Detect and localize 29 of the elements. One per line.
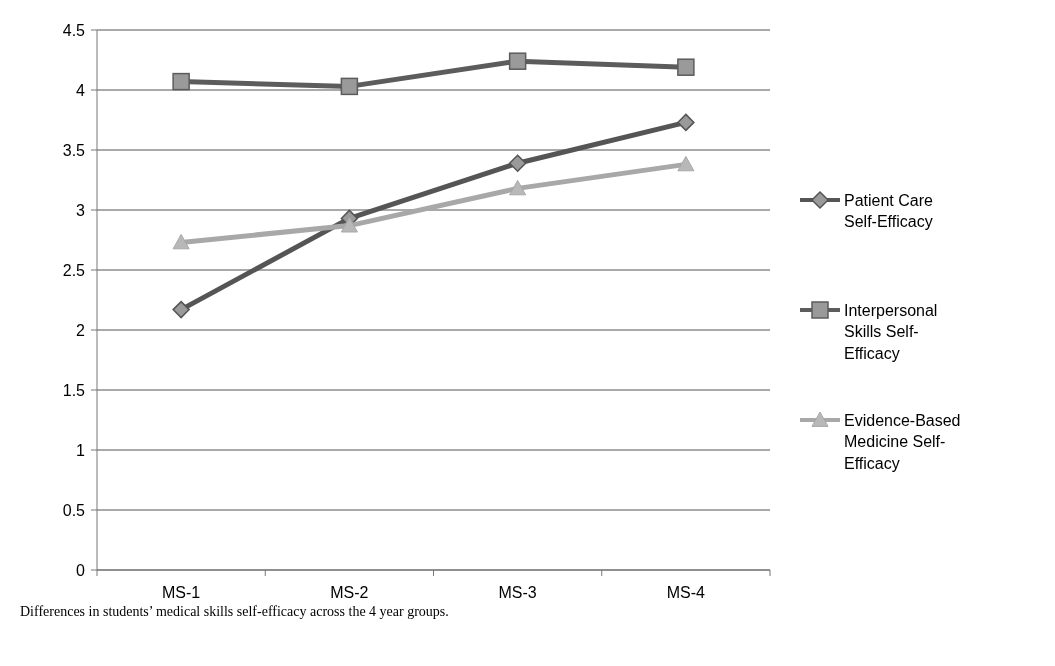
y-tick-label: 0 <box>76 561 86 579</box>
y-tick-label: 1 <box>76 441 86 459</box>
x-tick-label: MS-2 <box>330 584 369 601</box>
y-tick-label: 1.5 <box>62 381 86 399</box>
x-tick-label: MS-1 <box>162 584 201 601</box>
y-tick-label: 4.5 <box>62 21 86 39</box>
point <box>677 113 695 132</box>
legend-label: Interpersonal Skills Self-Efficacy <box>844 301 938 362</box>
x-tick-label: MS-4 <box>666 584 706 601</box>
y-tick-label: 2 <box>76 321 86 339</box>
y-tick-label: 3.5 <box>62 141 86 159</box>
point <box>508 154 527 172</box>
point <box>172 300 190 319</box>
y-tick-label: 2.5 <box>62 261 86 279</box>
point <box>509 179 527 196</box>
point <box>508 52 527 70</box>
point <box>172 233 190 250</box>
legend-label: Patient Care Self-Efficacy <box>844 191 934 231</box>
point <box>172 72 190 91</box>
point <box>340 77 359 96</box>
point <box>340 217 358 233</box>
text: Differences in students’ medical skills self-efficacy across the 4 year groups. <box>20 604 449 619</box>
y-tick-label: 3 <box>76 201 86 219</box>
legend-label: Evidence-Based Medicine Self-Efficacy <box>844 411 961 472</box>
point <box>677 58 695 76</box>
y-tick-label: 0.5 <box>62 501 86 519</box>
x-tick-label: MS-3 <box>498 584 537 601</box>
point <box>677 155 695 172</box>
y-tick-label: 4 <box>76 81 86 99</box>
